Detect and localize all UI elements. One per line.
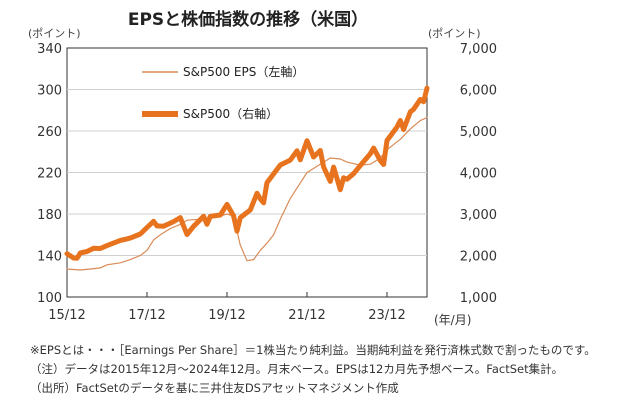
x-tick-label: 15/12: [48, 308, 85, 323]
left-tick-label: 180: [37, 208, 62, 223]
left-tick-label: 300: [37, 84, 62, 99]
sp500-series-line: [64, 85, 430, 261]
x-axis-unit: (年/月): [434, 313, 471, 327]
right-tick-label: 4,000: [460, 167, 497, 182]
left-tick-label: 140: [37, 250, 62, 265]
right-tick-label: 1,000: [460, 291, 497, 306]
legend-sp500-label: S&P500（右軸）: [183, 106, 278, 121]
left-axis-unit: (ポイント): [28, 27, 81, 40]
x-tick-label: 21/12: [288, 308, 325, 323]
left-tick-label: 260: [37, 125, 62, 140]
right-tick-label: 3,000: [460, 208, 497, 223]
right-tick-label: 2,000: [460, 250, 497, 265]
series-layer: [64, 85, 430, 271]
left-axis-ticks: 100 140 180 220 260 300 340: [37, 42, 62, 306]
right-tick-label: 7,000: [460, 42, 497, 57]
note-eps-definition: ※EPSとは・・・［Earnings Per Share］＝1株当たり純利益。当…: [30, 343, 596, 357]
x-tick-label: 23/12: [368, 308, 405, 323]
right-axis-ticks: 1,000 2,000 3,000 4,000 5,000 6,000 7,000: [460, 42, 497, 306]
left-tick-label: 340: [37, 42, 62, 57]
chart-title: EPSと株価指数の推移（米国）: [128, 9, 368, 30]
left-tick-label: 220: [37, 167, 62, 182]
left-tick-label: 100: [37, 291, 62, 306]
x-axis-ticks: 15/12 17/12 19/12 21/12 23/12: [48, 292, 406, 323]
x-tick-label: 19/12: [208, 308, 245, 323]
legend: S&P500 EPS（左軸） S&P500（右軸）: [142, 64, 304, 121]
right-axis-unit: (ポイント): [428, 27, 481, 40]
x-tick-label: 17/12: [128, 308, 165, 323]
chart: EPSと株価指数の推移（米国） (ポイント) (ポイント) (年/月) 1001…: [28, 9, 497, 327]
gridlines: [67, 89, 427, 256]
note-data-period: （注）データは2015年12月～2024年12月。月末ベース。EPSは12カ月先…: [30, 362, 564, 376]
eps-series-line: [66, 116, 428, 271]
note-source: （出所）FactSetのデータを基に三井住友DSアセットマネジメント作成: [30, 381, 399, 395]
legend-eps-label: S&P500 EPS（左軸）: [183, 64, 304, 79]
right-tick-label: 6,000: [460, 84, 497, 99]
right-tick-label: 5,000: [460, 125, 497, 140]
